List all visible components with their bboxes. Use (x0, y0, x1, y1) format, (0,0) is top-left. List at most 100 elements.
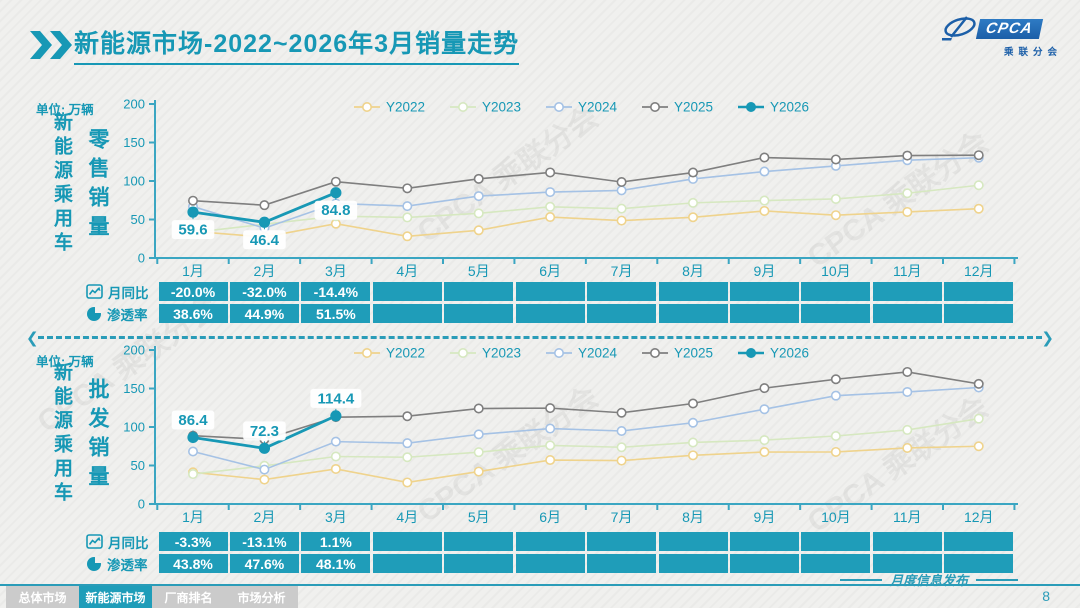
data-point-Y2024 (759, 404, 770, 415)
data-point-Y2025 (616, 177, 627, 188)
series-line-Y2023 (192, 417, 979, 475)
data-point-Y2026 (258, 442, 271, 454)
release-label: 月度信息发布 (840, 570, 1018, 589)
cpca-logo: CPCA 乘联分会 (942, 16, 1062, 58)
series-line-Y2024 (192, 156, 979, 229)
data-point-Y2022 (259, 474, 270, 485)
data-point-Y2025 (902, 366, 913, 377)
month-label: 12月 (964, 263, 994, 279)
table-cell (801, 304, 871, 323)
data-point-Y2025 (688, 167, 699, 178)
table-cell (515, 554, 585, 573)
data-point-Y2023 (973, 180, 984, 191)
data-label: 84.8 (321, 202, 350, 219)
data-point-Y2025 (402, 183, 413, 194)
data-label: 86.4 (178, 412, 208, 429)
page-title-main: 新能源市场 (74, 30, 205, 58)
arrow-right-icon: ❯ (1041, 330, 1054, 347)
legend-marker (649, 348, 660, 358)
month-label: 11月 (893, 509, 922, 525)
month-label: 6月 (539, 509, 561, 525)
legend-marker (745, 348, 756, 358)
data-point-Y2023 (759, 435, 770, 446)
data-point-Y2024 (330, 436, 341, 447)
table-cell: 44.9% (229, 304, 299, 323)
data-label: 114.4 (318, 390, 355, 407)
table-cell (372, 532, 442, 551)
data-point-Y2023 (473, 447, 484, 458)
month-label: 9月 (754, 263, 776, 279)
metric-label-retail: 零售销量 (86, 128, 109, 244)
release-label-text: 月度信息发布 (889, 573, 968, 588)
data-point-Y2024 (402, 201, 413, 212)
legend-item-Y2025: Y2025 (642, 100, 713, 115)
table-cell (587, 282, 657, 301)
data-point-Y2024 (545, 187, 556, 198)
table-cell: 51.5% (301, 304, 371, 323)
series-line-Y2022 (192, 207, 979, 238)
data-label-bg (314, 200, 358, 220)
month-label: 11月 (893, 263, 922, 279)
page-title-sub: -2022~2026年3月销量走势 (204, 30, 520, 58)
series-line-Y2023 (192, 184, 979, 234)
data-point-Y2022 (973, 441, 984, 452)
legend-item-Y2026: Y2026 (738, 346, 809, 361)
footer-tab-厂商排名[interactable]: 厂商排名 (164, 590, 213, 605)
footer-tab-市场分析[interactable]: 市场分析 (237, 590, 286, 605)
legend-label: Y2025 (674, 100, 713, 115)
table-cell (944, 532, 1014, 551)
table-cell (372, 304, 442, 323)
data-point-Y2024 (402, 438, 413, 449)
table-cell: -14.4% (301, 282, 371, 301)
legend-item-Y2026: Y2026 (738, 100, 809, 115)
row-label-text: 渗透率 (107, 557, 148, 573)
trend-chart-icon (86, 284, 103, 299)
data-point-Y2022 (473, 466, 484, 477)
data-point-Y2023 (902, 188, 913, 199)
footer-tab-新能源市场[interactable]: 新能源市场 (79, 586, 152, 608)
legend-marker (457, 102, 468, 112)
month-label: 12月 (964, 509, 994, 525)
data-point-Y2025 (830, 374, 841, 385)
table-cell (872, 532, 942, 551)
data-point-Y2023 (902, 424, 913, 435)
legend-item-Y2023: Y2023 (450, 346, 521, 361)
month-label: 1月 (182, 509, 204, 525)
data-point-Y2024 (902, 386, 913, 397)
data-point-Y2022 (902, 206, 913, 217)
table-cell: -32.0% (229, 282, 299, 301)
y-tick-label: 150 (123, 135, 145, 150)
data-label: 59.6 (178, 222, 207, 239)
footer-tab-总体市场[interactable]: 总体市场 (18, 590, 67, 605)
table-cell (587, 532, 657, 551)
data-point-Y2022 (330, 463, 341, 474)
table-cell: -13.1% (229, 532, 299, 551)
series-line-Y2022 (192, 445, 979, 484)
legend-label: Y2023 (482, 346, 521, 361)
month-label: 6月 (539, 263, 561, 279)
table-cell (944, 304, 1014, 323)
legend-marker (362, 348, 373, 358)
y-tick-label: 50 (131, 212, 145, 227)
table-cell (515, 304, 585, 323)
table-cell (801, 282, 871, 301)
data-point-Y2022 (973, 203, 984, 214)
double-chevron-icon (30, 30, 72, 59)
data-label-bg (310, 388, 362, 408)
data-point-Y2024 (616, 426, 627, 437)
legend-label: Y2024 (578, 346, 618, 361)
cpca-swoosh-icon (942, 16, 976, 41)
retail-line-chart: 0 50 100 150 200 1月 2月 3月 4月 5月 6月 7月 8月 9月 10月 11月 12月 Y… (123, 97, 1018, 279)
y-tick-label: 0 (138, 251, 145, 266)
table-cell (372, 282, 442, 301)
vehicle-label-retail: 新能源乘用车 (51, 112, 72, 256)
y-tick-label: 200 (123, 343, 145, 358)
data-point-Y2022 (902, 442, 913, 453)
month-label: 5月 (468, 509, 490, 525)
legend-item-Y2022: Y2022 (354, 100, 425, 115)
data-point-Y2022 (616, 215, 627, 226)
month-label: 4月 (396, 263, 418, 279)
data-point-Y2023 (402, 212, 413, 223)
legend-marker (745, 102, 756, 112)
